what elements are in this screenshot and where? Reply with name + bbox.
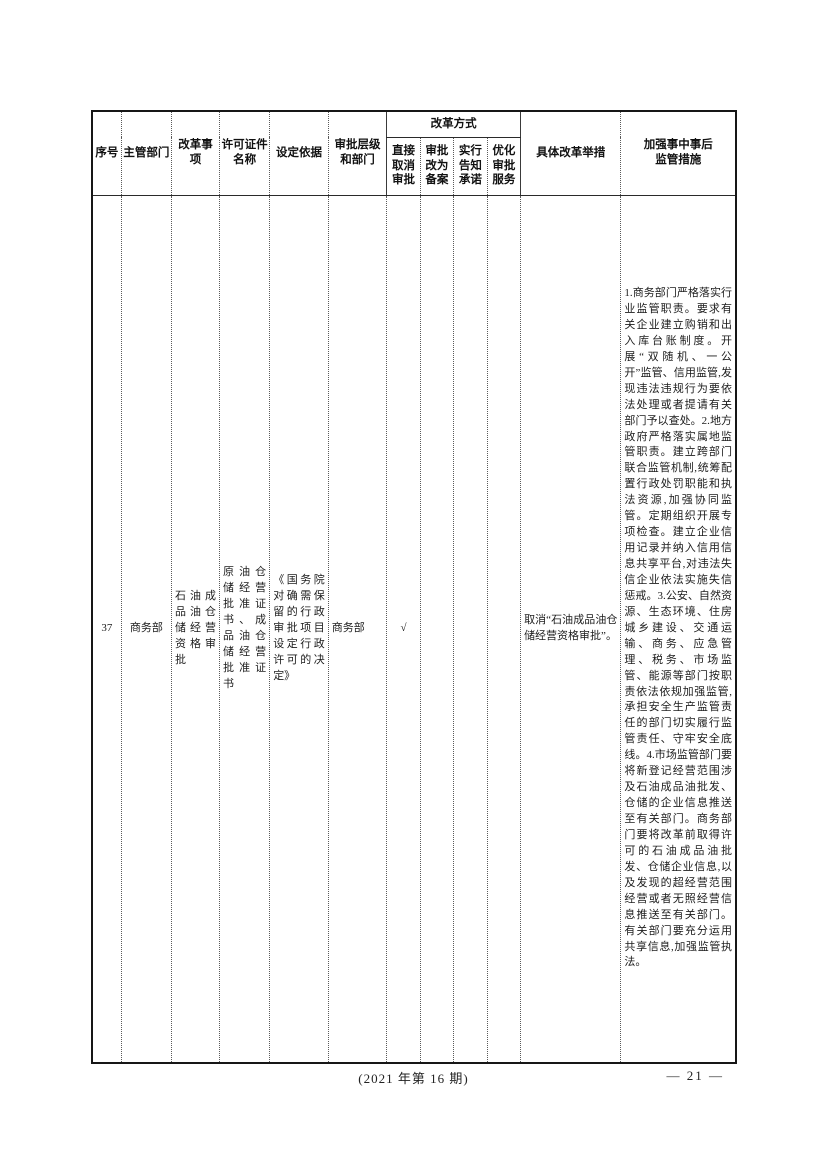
cell-measures: 取消“石油成品油仓储经营资格审批”。 [520,195,621,1063]
cell-supervision: 1.商务部门严格落实行业监管职责。要求有关企业建立购销和出入库台账制度。开展“双… [620,195,736,1063]
header-approval-level: 审批层级 和部门 [327,111,387,196]
cell-optimize-mark [486,195,521,1063]
cell-notify-commit-mark [453,195,488,1063]
table-row: 37 商务部 石油成品油仓储经营资格审批 原油仓储经营批准证书、成品油仓储经营批… [92,195,736,1063]
header-to-record: 审批 改为 备案 [419,137,454,196]
issue-label: (2021 年第 16 期) [358,1071,469,1086]
page-footer: (2021 年第 16 期) — 21 — [0,1068,827,1088]
header-reform-method-group: 改革方式 [386,111,521,138]
header-measures: 具体改革举措 [520,111,621,196]
page-number: — 21 — [666,1068,724,1083]
header-supervision: 加强事中事后 监管措施 [620,111,736,196]
cell-direct-cancel-checkmark: √ [386,195,421,1063]
header-serial: 序号 [92,111,122,196]
header-notify-commit: 实行 告知 承诺 [453,137,488,196]
cell-license-name: 原油仓储经营批准证书、成品油仓储经营批准证书 [219,195,270,1063]
cell-approval-level: 商务部 [327,195,387,1063]
header-reform-item: 改革事项 [170,111,220,196]
header-direct-cancel: 直接 取消 审批 [386,137,421,196]
header-optimize-service: 优化 审批 服务 [486,137,521,196]
header-license-name: 许可证件 名称 [219,111,270,196]
cell-basis: 《国务院对确需保留的行政审批项目设定行政许可的决定》 [269,195,329,1063]
header-basis: 设定依据 [269,111,329,196]
header-department: 主管部门 [120,111,172,196]
reform-items-table: 序号 主管部门 改革事项 许可证件 名称 设定依据 审批层级 和部门 改革方式 … [91,110,737,1064]
cell-serial: 37 [101,621,113,634]
cell-department: 商务部 [120,195,172,1063]
cell-to-record-mark [419,195,454,1063]
cell-reform-item: 石油成品油仓储经营资格审批 [170,195,220,1063]
